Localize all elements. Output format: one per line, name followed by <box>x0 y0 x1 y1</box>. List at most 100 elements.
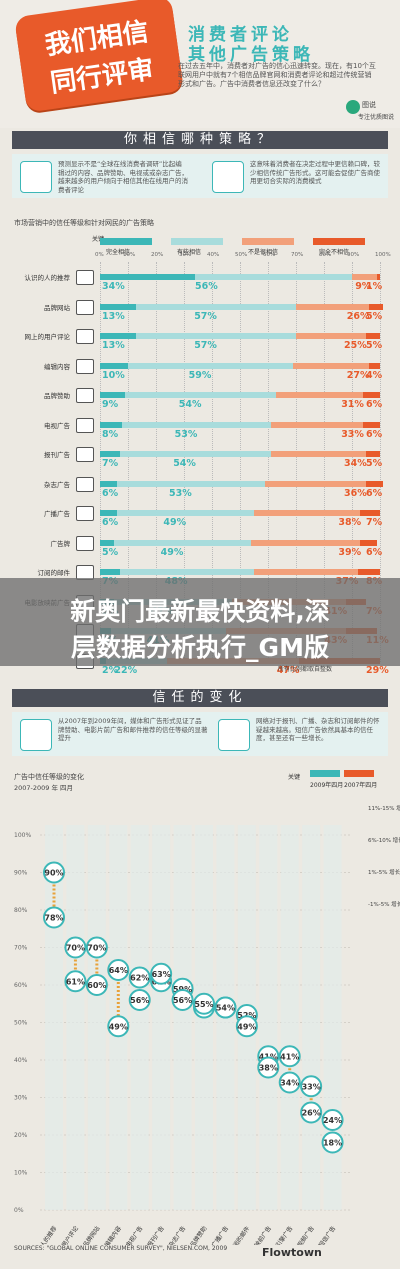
point-2007 <box>43 906 65 929</box>
bar-value-label: 36% <box>344 487 367 499</box>
network-icon <box>218 719 250 751</box>
intro-text: 在过去五年中，消费者对广告的信心迅速转变。现在，有10个互联网用户中就有7个相信… <box>178 62 376 88</box>
y-tick: 40% <box>14 1057 28 1064</box>
bar-segment <box>270 451 366 457</box>
bar-value-label: 6% <box>366 399 383 410</box>
footer-brand: Flowtown <box>262 1246 322 1259</box>
bar-segment <box>270 421 364 428</box>
category-label: 广播广告 <box>210 1225 230 1245</box>
legend-swatch-3 <box>313 238 365 245</box>
point-2007 <box>128 989 151 1011</box>
bar-segment <box>100 303 137 310</box>
point-label: 63% <box>152 970 171 979</box>
point-label: 61% <box>66 977 85 986</box>
source-note: 所有比例都取自整数 <box>278 666 333 673</box>
growth-note: -1%-5% 增长 <box>368 900 400 908</box>
point-2007 <box>107 1015 130 1038</box>
y-tick: 20% <box>14 1132 28 1139</box>
point-2009 <box>64 936 87 959</box>
category-label: 广告牌 <box>50 539 71 548</box>
bar-value-label: 4% <box>366 369 383 381</box>
bar-segment <box>100 392 126 398</box>
bar-value-label: 5% <box>102 546 119 558</box>
bar-value-label: 5% <box>366 340 383 351</box>
point-label: 26% <box>302 1109 321 1118</box>
point-2007 <box>214 996 237 1019</box>
bar-segment <box>136 303 296 310</box>
bar-segment <box>136 333 296 339</box>
category-label: 认识的人的推荐 <box>24 274 71 282</box>
bar-segment <box>296 333 366 339</box>
bar-value-label: 1% <box>366 281 383 292</box>
point-2007 <box>64 970 87 993</box>
point-2007 <box>300 1101 323 1124</box>
trend-icon <box>20 719 52 751</box>
bar-value-label: 13% <box>102 310 125 322</box>
y-tick: 60% <box>14 982 28 989</box>
category-label: 电视广告 <box>44 421 70 430</box>
legend-swatch-1 <box>171 238 223 245</box>
bar-value-label: 49% <box>163 517 187 528</box>
category-icon <box>76 299 94 315</box>
point-label: 49% <box>237 1022 256 1031</box>
category-label: 在线视频广告 <box>289 1225 316 1245</box>
x-tick: 40% <box>207 252 220 258</box>
grid-line <box>240 262 241 662</box>
bar-value-label: 5% <box>366 310 383 322</box>
bar-segment <box>360 510 380 516</box>
x-tick: 0% <box>95 252 104 258</box>
bar-segment <box>254 510 361 516</box>
point-label: 54% <box>216 1004 235 1013</box>
bar-value-label: 10% <box>102 369 125 381</box>
legend-label-3: 完全不相信 <box>319 249 350 256</box>
bar-value-label: 22% <box>114 664 138 676</box>
category-icon <box>76 476 94 492</box>
x-tick: 100% <box>375 252 391 258</box>
bar-segment <box>366 480 383 487</box>
watermark-overlay <box>0 578 400 666</box>
bar-value-label: 6% <box>102 517 119 528</box>
point-2009 <box>300 1075 323 1098</box>
y-tick: 0% <box>14 1207 24 1214</box>
category-label: 网上的用户评论 <box>24 333 71 341</box>
bar-segment <box>363 392 380 398</box>
y-tick: 50% <box>14 1020 28 1027</box>
growth-note: 1%-5% 增长 <box>368 868 400 876</box>
bar-value-label: 47% <box>276 664 300 676</box>
column-band <box>130 825 149 1210</box>
category-icon <box>76 535 94 551</box>
logo-icon <box>346 100 360 114</box>
logo-subtitle: 专注优质图说 <box>358 114 395 121</box>
point-2009 <box>321 1109 344 1131</box>
bar-value-label: 6% <box>366 428 383 440</box>
bar-segment <box>363 421 380 428</box>
point-2007 <box>257 1056 280 1079</box>
bar-segment <box>360 539 378 546</box>
bar-value-label: 57% <box>194 310 217 322</box>
bar-value-label: 7% <box>366 517 383 528</box>
point-label: 33% <box>302 1082 321 1091</box>
bar-segment <box>100 569 120 575</box>
point-label: 49% <box>109 1022 128 1031</box>
chart2-subtitle: 2007-2009 年 四月 <box>14 784 74 792</box>
category-label: 搜索引擎广告 <box>267 1225 294 1245</box>
info2-left-text: 从2007年到2009年间，媒体和广告形式见证了品牌赞助、电影片前广告和邮件推荐… <box>58 717 208 742</box>
bar-segment <box>100 421 123 428</box>
category-icon <box>76 447 94 462</box>
legend-label-2: 不是很相信 <box>248 249 279 256</box>
point-label: 38% <box>259 1064 278 1073</box>
legend-2009-label: 2009年四月 <box>310 782 344 789</box>
column-band <box>302 825 321 1210</box>
bar-value-label: 2% <box>102 664 119 676</box>
column-band <box>259 825 278 1210</box>
grid-line <box>128 262 129 662</box>
watermark-line2: 层数据分析执行_GM版 <box>71 633 329 662</box>
logo-name: 图说 <box>362 101 376 109</box>
point-2007 <box>235 1015 258 1038</box>
category-label: 电视广告 <box>124 1225 144 1245</box>
chart2-legend-key: 关键 <box>288 774 301 781</box>
column-band <box>152 825 171 1210</box>
bar-segment <box>100 451 120 457</box>
bar-value-label: 38% <box>338 517 362 528</box>
bar-value-label: 57% <box>194 340 217 351</box>
